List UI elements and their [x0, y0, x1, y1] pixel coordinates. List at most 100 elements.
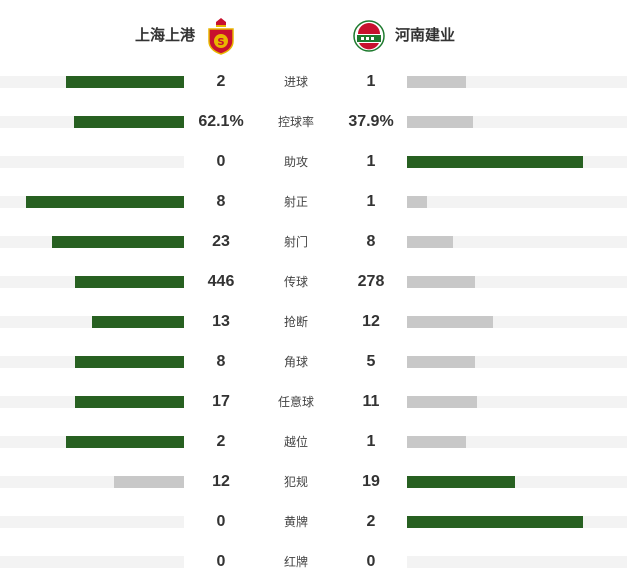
home-stat-bar: [66, 436, 184, 448]
stat-row: 23 射门 8: [0, 223, 641, 263]
away-stat-bar: [407, 316, 493, 328]
stat-row: 446 传球 278: [0, 263, 641, 303]
away-stat-value: 19: [362, 473, 380, 490]
home-stat-value: 12: [212, 473, 230, 490]
home-bar-track: [0, 76, 184, 88]
away-stat-bar: [407, 476, 515, 488]
stat-label: 抢断: [283, 315, 308, 329]
away-bar-track: [407, 196, 627, 208]
away-stat-bar: [407, 436, 466, 448]
home-stat-value: 2: [216, 433, 226, 450]
stat-label: 进球: [283, 75, 308, 89]
stat-label: 助攻: [283, 155, 308, 169]
home-stat-bar: [66, 76, 184, 88]
stat-label: 传球: [283, 275, 308, 289]
away-bar-track: [407, 316, 627, 328]
home-bar-track: [0, 516, 184, 528]
home-bar-track: [0, 556, 184, 568]
stat-row: 2 越位 1: [0, 423, 641, 463]
home-logo-letter: S: [217, 37, 224, 48]
away-stat-value: 1: [366, 153, 376, 170]
away-stat-value: 278: [357, 273, 385, 290]
away-stat-value: 2: [366, 513, 376, 530]
away-team-name[interactable]: 河南建业: [395, 27, 456, 44]
home-stat-bar: [92, 316, 184, 328]
away-stat-value: 1: [366, 73, 376, 90]
henan-jianye-crest-icon[interactable]: [353, 20, 385, 52]
away-stat-value: 1: [366, 433, 376, 450]
home-bar-track: [0, 156, 184, 168]
stat-label: 射正: [283, 195, 308, 209]
home-stat-value: 2: [216, 73, 226, 90]
home-bar-track: [0, 196, 184, 208]
stat-row: 0 黄牌 2: [0, 503, 641, 543]
home-bar-track: [0, 396, 184, 408]
home-stat-bar: [52, 236, 184, 248]
away-stat-bar: [407, 276, 475, 288]
away-bar-track: [407, 76, 627, 88]
home-stat-bar: [75, 276, 184, 288]
home-team-name[interactable]: 上海上港: [134, 27, 195, 44]
away-stat-bar: [407, 396, 477, 408]
home-bar-track: [0, 116, 184, 128]
home-bar-track: [0, 476, 184, 488]
home-stat-value: 8: [216, 193, 226, 210]
stat-label: 犯规: [283, 475, 308, 489]
away-stat-value: 8: [366, 233, 376, 250]
stat-label: 红牌: [283, 555, 308, 569]
away-bar-track: [407, 116, 627, 128]
away-stat-bar: [407, 116, 473, 128]
home-stat-bar: [74, 116, 184, 128]
stat-row: 17 任意球 11: [0, 383, 641, 423]
home-stat-value: 23: [212, 233, 230, 250]
stat-row: 0 助攻 1: [0, 143, 641, 183]
away-stat-value: 11: [362, 393, 380, 410]
stat-label: 射门: [283, 235, 308, 249]
stat-label: 任意球: [277, 395, 314, 409]
stat-row: 13 抢断 12: [0, 303, 641, 343]
stat-label: 越位: [283, 435, 308, 449]
away-stat-bar: [407, 516, 583, 528]
away-bar-track: [407, 276, 627, 288]
away-bar-track: [407, 236, 627, 248]
away-bar-track: [407, 556, 627, 568]
away-bar-track: [407, 516, 627, 528]
stat-label: 角球: [283, 355, 308, 369]
home-bar-track: [0, 276, 184, 288]
away-stat-value: 37.9%: [348, 113, 394, 130]
away-stat-value: 0: [366, 553, 376, 570]
home-bar-track: [0, 316, 184, 328]
home-bar-track: [0, 356, 184, 368]
stat-row: 0 红牌 0: [0, 543, 641, 583]
stat-label: 黄牌: [283, 515, 308, 529]
away-bar-track: [407, 356, 627, 368]
home-stat-value: 0: [216, 553, 226, 570]
home-stat-value: 8: [216, 353, 226, 370]
stat-row: 62.1% 控球率 37.9%: [0, 103, 641, 143]
stats-comparison: 2 进球 1 62.1% 控球率 37.9% 0 助攻 1 8 射正 1 23 射门 8 446 传球 278 13…: [0, 63, 641, 583]
away-stat-value: 5: [366, 353, 376, 370]
home-bar-track: [0, 436, 184, 448]
home-stat-value: 13: [212, 313, 230, 330]
stat-row: 12 犯规 19: [0, 463, 641, 503]
away-stat-bar: [407, 196, 427, 208]
home-stat-value: 17: [212, 393, 230, 410]
away-stat-bar: [407, 76, 466, 88]
away-bar-track: [407, 396, 627, 408]
away-stat-bar: [407, 356, 475, 368]
away-stat-bar: [407, 236, 453, 248]
home-stat-bar: [114, 476, 184, 488]
shanghai-sipg-crest-icon[interactable]: S: [205, 17, 237, 55]
match-header: 上海上港 S 河南建业: [0, 0, 641, 70]
stat-row: 8 射正 1: [0, 183, 641, 223]
away-bar-track: [407, 156, 627, 168]
home-stat-bar: [26, 196, 184, 208]
away-stat-bar: [407, 156, 583, 168]
home-stat-bar: [75, 396, 184, 408]
away-stat-value: 12: [362, 313, 380, 330]
home-stat-bar: [75, 356, 184, 368]
away-stat-value: 1: [366, 193, 376, 210]
home-stat-value: 0: [216, 513, 226, 530]
away-bar-track: [407, 476, 627, 488]
stat-row: 8 角球 5: [0, 343, 641, 383]
